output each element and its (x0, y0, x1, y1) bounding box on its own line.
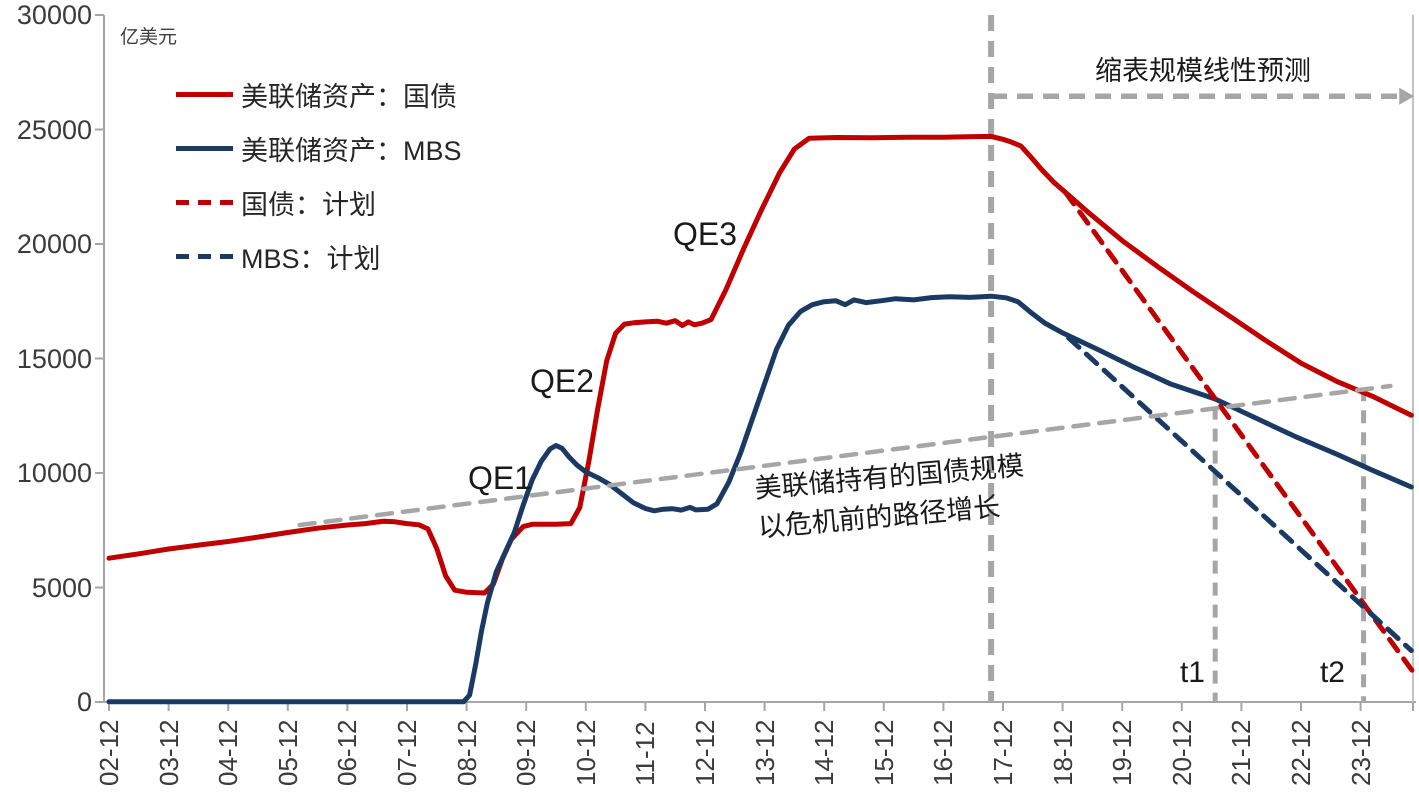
series-plan-trend (297, 383, 1393, 528)
x-axis-tick-label: 21-12 (1226, 719, 1257, 787)
legend-item: 美联储资产：MBS (176, 132, 462, 166)
legend-swatch-solid-line (176, 145, 233, 151)
x-axis-tick-label: 17-12 (988, 719, 1018, 787)
x-axis-tick-label: 18-12 (1047, 719, 1078, 787)
legend-item: 美联储资产：国债 (176, 78, 462, 112)
x-axis-tick-label: 22-12 (1286, 719, 1316, 787)
annotation-qe3: QE3 (672, 216, 738, 252)
y-axis-unit-label: 亿美元 (120, 27, 178, 48)
x-axis-tick-label: 19-12 (1107, 719, 1138, 787)
y-axis-tick-label: 25000 (16, 114, 92, 145)
series-plan-treasury (1063, 190, 1417, 676)
annotation-t2: t2 (1319, 656, 1345, 689)
x-axis-tick-label: 13-12 (749, 719, 780, 787)
x-axis-tick-label: 09-12 (511, 719, 542, 787)
annotation-qe1: QE1 (467, 460, 533, 496)
x-axis-tick-label: 03-12 (153, 719, 184, 787)
legend-label: 美联储资产：国债 (241, 81, 457, 112)
legend-swatch-dashed-line (176, 253, 233, 259)
annotation-qe2: QE2 (529, 363, 595, 399)
x-axis-tick-label: 08-12 (451, 719, 482, 787)
y-axis-tick-label: 20000 (16, 229, 92, 259)
series-treasury (106, 133, 1414, 596)
series-plan-mbs (1066, 335, 1414, 653)
x-axis-tick-label: 12-12 (690, 719, 720, 787)
x-axis-tick-label: 20-12 (1166, 719, 1197, 787)
annotation-t1: t1 (1179, 656, 1205, 689)
legend-item: MBS：计划 (176, 240, 462, 274)
legend-label: 国债：计划 (241, 189, 376, 220)
y-axis-tick-label: 15000 (16, 343, 92, 374)
y-axis-tick-label: 30000 (16, 0, 92, 30)
x-axis-tick-label: 15-12 (868, 719, 899, 787)
legend-label: 美联储资产：MBS (241, 135, 462, 166)
x-axis-tick-label: 11-12 (630, 721, 661, 786)
x-axis-tick-label: 05-12 (272, 719, 303, 787)
x-axis-tick-label: 14-12 (809, 719, 840, 787)
y-axis-tick-label: 0 (76, 687, 92, 717)
y-axis-tick-label: 10000 (16, 458, 92, 488)
x-axis-tick-label: 04-12 (213, 719, 244, 787)
y-axis-tick-label: 5000 (31, 572, 92, 603)
legend-swatch-dashed-line (176, 199, 233, 205)
x-axis-tick-label: 02-12 (94, 719, 124, 787)
series-mbs (106, 293, 1414, 705)
x-axis-tick-label: 23-12 (1345, 719, 1376, 787)
legend-label: MBS：计划 (241, 243, 381, 274)
x-axis-tick-label: 10-12 (570, 719, 601, 787)
legend-swatch-solid-line (176, 91, 233, 97)
legend-item: 国债：计划 (176, 186, 462, 220)
annotation-shrink-forecast: 缩表规模线性预测 (1095, 56, 1311, 86)
x-axis-tick-label: 16-12 (928, 719, 959, 787)
x-axis-tick-label: 06-12 (332, 719, 363, 787)
legend: 美联储资产：国债 美联储资产：MBS 国债：计划 MBS：计划 (176, 78, 462, 294)
x-axis-tick-label: 07-12 (392, 719, 422, 787)
